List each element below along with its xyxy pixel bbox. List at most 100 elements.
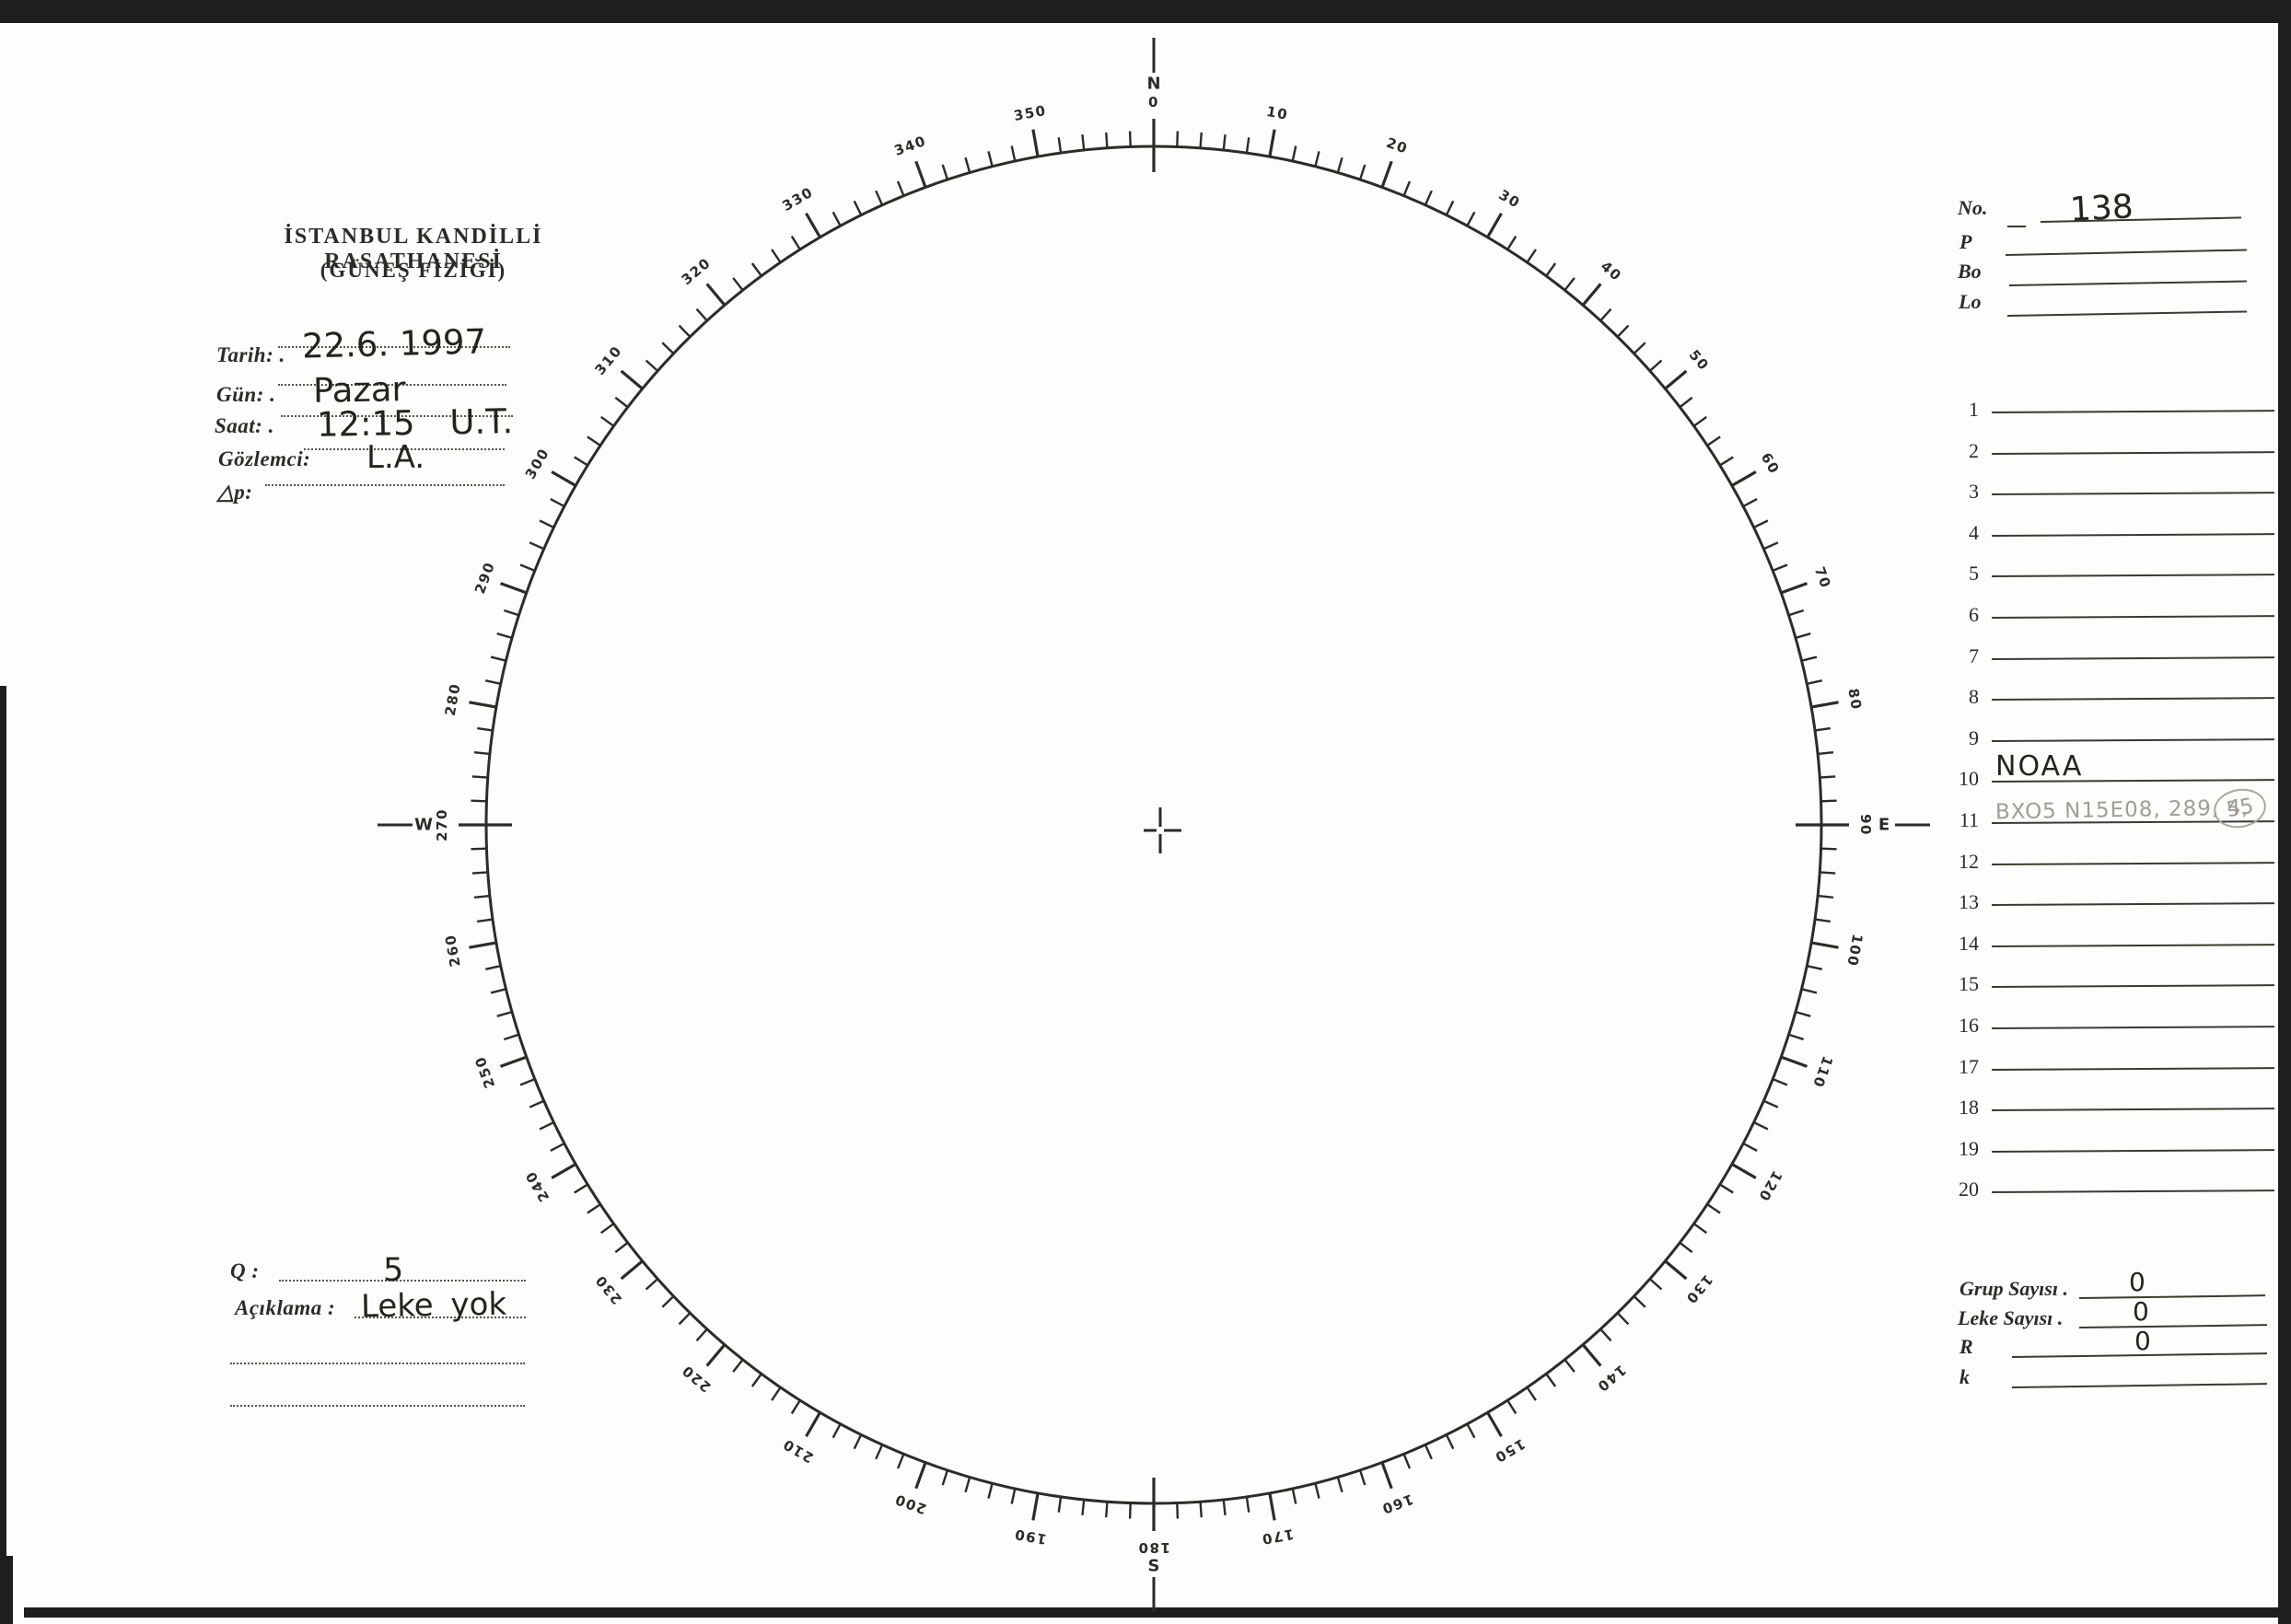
scan-artifact-left — [0, 686, 6, 1624]
region-row-number: 7 — [1969, 644, 1979, 667]
svg-text:60: 60 — [1758, 450, 1784, 478]
svg-text:10: 10 — [1265, 103, 1290, 123]
svg-text:100: 100 — [1843, 933, 1866, 968]
region-row-number: 3 — [1969, 480, 1979, 504]
group-count-label: Grup Sayısı . — [1960, 1277, 2068, 1300]
svg-text:20: 20 — [1384, 134, 1411, 157]
svg-text:200: 200 — [892, 1491, 929, 1517]
region-row-number: 11 — [1959, 808, 1979, 831]
center-crosshair — [1144, 807, 1181, 853]
region-row-number: 13 — [1959, 890, 1979, 914]
svg-text:120: 120 — [1755, 1167, 1785, 1204]
svg-text:W: W — [414, 816, 433, 835]
r-number-label: R — [1960, 1335, 1973, 1358]
remarks-field-line — [355, 1317, 526, 1318]
scan-artifact-bottom — [24, 1607, 2291, 1618]
r-number-value: 0 — [2134, 1326, 2151, 1356]
svg-text:320: 320 — [679, 254, 715, 288]
remarks-extra-line-2 — [230, 1405, 525, 1407]
remarks-field-value: Leke yok — [360, 1285, 507, 1326]
svg-text:E: E — [1878, 816, 1890, 835]
svg-text:260: 260 — [442, 933, 464, 968]
spot-count-value: 0 — [2133, 1296, 2149, 1327]
scan-artifact-left-corner — [0, 1556, 13, 1624]
region-row-number: 18 — [1959, 1096, 1979, 1119]
region-row-text: BXO5 N15E08, 289, 4, — [1994, 795, 2250, 825]
region-row-number: 10 — [1959, 767, 1979, 791]
date-field-label: Tarih: . — [216, 343, 285, 366]
svg-text:90: 90 — [1857, 814, 1874, 836]
observer-field-value: L.A. — [366, 439, 425, 476]
svg-text:340: 340 — [892, 133, 929, 159]
time-field-line — [281, 415, 513, 417]
svg-text:40: 40 — [1598, 258, 1625, 284]
svg-text:270: 270 — [434, 808, 450, 841]
disk-circle — [484, 145, 1823, 1505]
q-field-label: Q : — [230, 1259, 260, 1282]
svg-text:230: 230 — [591, 1271, 625, 1307]
svg-text:280: 280 — [442, 681, 464, 716]
svg-text:180: 180 — [1137, 1539, 1170, 1556]
q-field-line — [279, 1280, 526, 1282]
degree-labels: 10 20 30 40 50 60 70 80 100 110 120 130 140 150 160 170… — [442, 102, 1866, 1548]
observatory-title: İSTANBUL KANDİLLİ RASATHANESİ — [284, 225, 543, 273]
svg-text:210: 210 — [779, 1435, 816, 1466]
scan-artifact-right — [2278, 0, 2291, 1624]
region-row-number: 17 — [1959, 1054, 1979, 1078]
q-field-value: 5 — [383, 1252, 404, 1289]
no-field-value: 138 — [2068, 188, 2134, 229]
region-row-number: 20 — [1959, 1177, 1979, 1201]
svg-text:80: 80 — [1844, 687, 1865, 712]
lo-field-label: Lo — [1959, 290, 1982, 313]
delta-p-field-line — [265, 484, 505, 486]
date-field-line — [278, 346, 510, 348]
region-row-number: 1 — [1969, 398, 1979, 421]
svg-text:0: 0 — [1148, 94, 1159, 110]
spot-count-label: Leke Sayısı . — [1958, 1306, 2064, 1329]
remarks-extra-line-1 — [230, 1363, 525, 1364]
time-field-label: Saat: . — [215, 414, 274, 437]
region-row-number: 14 — [1959, 931, 1979, 955]
svg-text:140: 140 — [1593, 1362, 1629, 1396]
svg-text:70: 70 — [1811, 564, 1834, 591]
svg-text:N: N — [1146, 75, 1160, 94]
time-field-value: 12:15 U.T. — [316, 401, 514, 445]
k-factor-label: k — [1960, 1365, 1970, 1388]
svg-text:240: 240 — [522, 1167, 552, 1204]
delta-p-field-label: △p: — [217, 481, 253, 504]
remarks-field-label: Açıklama : — [235, 1296, 336, 1319]
observer-field-label: Gözlemci: — [218, 447, 311, 470]
svg-text:50: 50 — [1686, 346, 1713, 374]
region-row-number: 5 — [1969, 562, 1979, 586]
svg-text:250: 250 — [471, 1054, 498, 1091]
date-field-value: 22.6. 1997 — [301, 321, 487, 366]
day-field-line — [278, 384, 506, 386]
observer-field-line — [304, 448, 505, 450]
svg-text:S: S — [1148, 1557, 1160, 1576]
svg-text:220: 220 — [679, 1362, 715, 1396]
region-row-number: 16 — [1959, 1014, 1979, 1037]
svg-text:170: 170 — [1260, 1525, 1295, 1548]
svg-text:310: 310 — [591, 342, 625, 378]
group-count-value: 0 — [2129, 1267, 2146, 1297]
observatory-subtitle: (GÜNEŞ FİZİĞİ) — [320, 259, 507, 282]
svg-text:190: 190 — [1013, 1525, 1048, 1548]
svg-text:150: 150 — [1491, 1435, 1528, 1466]
no-field-dash — [2007, 226, 2026, 227]
svg-text:300: 300 — [522, 445, 552, 481]
svg-text:290: 290 — [471, 560, 498, 597]
region-row-number: 12 — [1959, 849, 1979, 873]
tick-marks — [459, 119, 1849, 1531]
svg-text:130: 130 — [1682, 1271, 1716, 1307]
region-row-number: 9 — [1969, 725, 1979, 749]
region-row-number: 15 — [1959, 972, 1979, 996]
region-row-number: 6 — [1969, 603, 1979, 626]
svg-text:110: 110 — [1809, 1054, 1836, 1091]
bo-field-label: Bo — [1958, 260, 1982, 283]
p-field-label: P — [1960, 230, 1972, 253]
svg-text:160: 160 — [1378, 1491, 1415, 1517]
region-row-number: 4 — [1969, 520, 1979, 544]
scan-artifact-top — [0, 0, 2291, 23]
